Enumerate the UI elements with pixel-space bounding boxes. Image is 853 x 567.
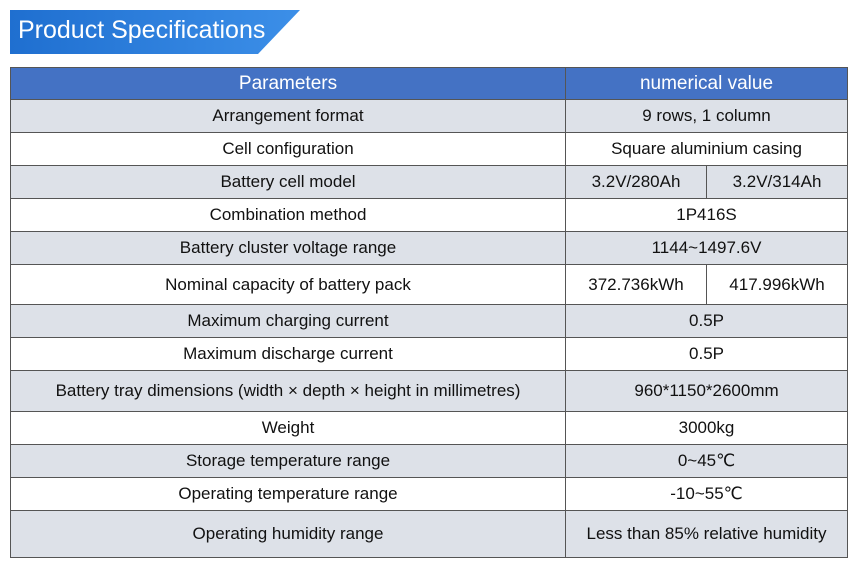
parameter-cell: Nominal capacity of battery pack	[10, 264, 566, 305]
value-cell: 417.996kWh	[705, 264, 849, 305]
parameter-cell: Arrangement format	[10, 99, 566, 133]
spec-row: Arrangement format 9 rows, 1 column	[10, 99, 849, 133]
parameter-cell: Storage temperature range	[10, 444, 566, 478]
column-header: numerical value	[564, 67, 849, 100]
value-cell: 9 rows, 1 column	[564, 99, 849, 133]
value-cell: -10~55℃	[564, 477, 849, 511]
spec-row: Operating temperature range -10~55℃	[10, 477, 849, 511]
parameter-cell: Battery cell model	[10, 165, 566, 199]
spec-row: Cell configuration Square aluminium casin…	[10, 132, 849, 166]
spec-row: Maximum charging current 0.5P	[10, 304, 849, 338]
spec-table: Parameters numerical value Arrangement f…	[10, 67, 849, 558]
parameter-cell: Maximum discharge current	[10, 337, 566, 371]
spec-row: Operating humidity range Less than 85% re…	[10, 510, 849, 558]
spec-row: Maximum discharge current 0.5P	[10, 337, 849, 371]
value-cell: 960*1150*2600mm	[564, 370, 849, 412]
value-cell: 372.736kWh	[565, 264, 707, 305]
value-cell: 1144~1497.6V	[564, 231, 849, 265]
spec-row: Battery cell model 3.2V/280Ah 3.2V/314Ah	[10, 165, 849, 199]
parameter-cell: Cell configuration	[10, 132, 566, 166]
value-cell: 3.2V/314Ah	[705, 165, 849, 199]
value-cell: 3.2V/280Ah	[565, 165, 707, 199]
header-row: Parameters numerical value	[10, 67, 849, 100]
parameter-cell: Operating temperature range	[10, 477, 566, 511]
parameter-cell: Maximum charging current	[10, 304, 566, 338]
parameter-cell: Battery tray dimensions (width × depth ×…	[10, 370, 566, 412]
value-cell: Less than 85% relative humidity	[564, 510, 849, 558]
value-cell: 3000kg	[564, 411, 849, 445]
parameter-cell: Operating humidity range	[10, 510, 566, 558]
page-title: Product Specifications	[18, 16, 266, 44]
value-cell: Square aluminium casing	[564, 132, 849, 166]
value-cell: 1P416S	[564, 198, 849, 232]
value-cell: 0.5P	[564, 337, 849, 371]
parameter-cell: Battery cluster voltage range	[10, 231, 566, 265]
parameter-cell: Weight	[10, 411, 566, 445]
column-header: Parameters	[10, 67, 566, 100]
parameter-cell: Combination method	[10, 198, 566, 232]
value-cell: 0.5P	[564, 304, 849, 338]
value-cell: 0~45℃	[564, 444, 849, 478]
spec-row: Nominal capacity of battery pack 372.736k…	[10, 264, 849, 305]
spec-row: Weight 3000kg	[10, 411, 849, 445]
spec-row: Storage temperature range 0~45℃	[10, 444, 849, 478]
spec-row: Battery cluster voltage range 1144~1497.6…	[10, 231, 849, 265]
spec-row: Battery tray dimensions (width × depth ×…	[10, 370, 849, 412]
title-banner	[10, 10, 300, 54]
spec-row: Combination method 1P416S	[10, 198, 849, 232]
